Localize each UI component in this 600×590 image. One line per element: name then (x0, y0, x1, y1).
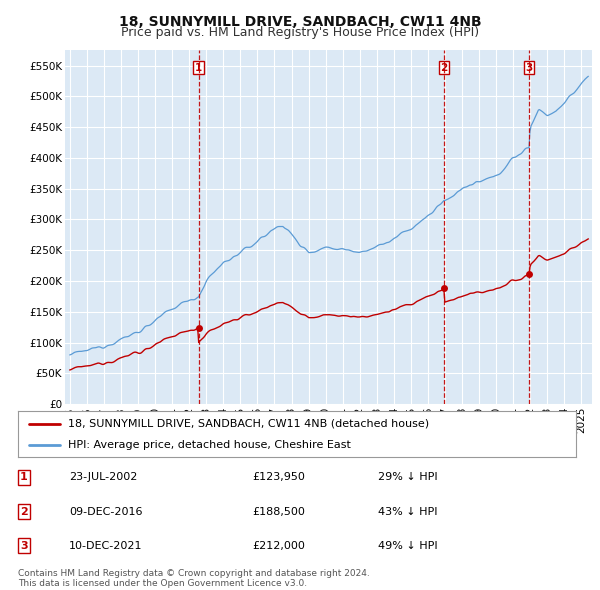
Text: 1: 1 (195, 63, 202, 73)
Text: 49% ↓ HPI: 49% ↓ HPI (378, 541, 437, 550)
Text: 10-DEC-2021: 10-DEC-2021 (69, 541, 143, 550)
Text: 3: 3 (526, 63, 533, 73)
Text: 18, SUNNYMILL DRIVE, SANDBACH, CW11 4NB (detached house): 18, SUNNYMILL DRIVE, SANDBACH, CW11 4NB … (68, 419, 430, 429)
Text: £212,000: £212,000 (252, 541, 305, 550)
Text: 1: 1 (20, 473, 28, 482)
Text: 23-JUL-2002: 23-JUL-2002 (69, 473, 137, 482)
Text: £123,950: £123,950 (252, 473, 305, 482)
Text: Contains HM Land Registry data © Crown copyright and database right 2024.
This d: Contains HM Land Registry data © Crown c… (18, 569, 370, 588)
Text: 3: 3 (20, 541, 28, 550)
Text: HPI: Average price, detached house, Cheshire East: HPI: Average price, detached house, Ches… (68, 440, 351, 450)
Text: 29% ↓ HPI: 29% ↓ HPI (378, 473, 437, 482)
Text: 18, SUNNYMILL DRIVE, SANDBACH, CW11 4NB: 18, SUNNYMILL DRIVE, SANDBACH, CW11 4NB (119, 15, 481, 29)
Text: 09-DEC-2016: 09-DEC-2016 (69, 507, 143, 516)
Text: 2: 2 (20, 507, 28, 516)
Text: 2: 2 (440, 63, 448, 73)
Text: £188,500: £188,500 (252, 507, 305, 516)
Text: 43% ↓ HPI: 43% ↓ HPI (378, 507, 437, 516)
Text: Price paid vs. HM Land Registry's House Price Index (HPI): Price paid vs. HM Land Registry's House … (121, 26, 479, 39)
